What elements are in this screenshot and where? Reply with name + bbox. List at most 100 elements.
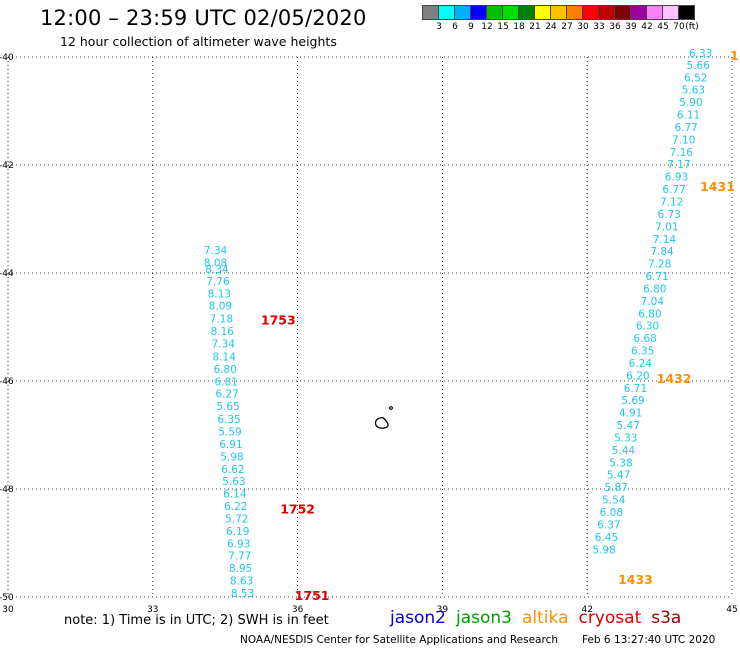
swh-value: 5.66 <box>687 60 711 72</box>
pass-time-label: 1753 <box>261 313 296 328</box>
axis-ticks: 30 33 36 39 42 45 -40 -42 -44 -46 -48 -50 <box>0 53 738 615</box>
swh-value: 6.27 <box>215 389 238 401</box>
legend-label: 6 <box>452 22 458 32</box>
swh-value: 6.52 <box>684 72 707 84</box>
swh-value: 7.28 <box>648 259 671 271</box>
satellite-name: altika <box>522 608 569 628</box>
swh-value: 6.71 <box>624 383 647 395</box>
swh-value: 6.62 <box>221 464 244 476</box>
legend-label: 45 <box>657 22 669 32</box>
swh-value: 6.73 <box>658 209 681 221</box>
pass-time-label: 1751 <box>295 588 330 603</box>
legend-label: 39 <box>625 22 637 32</box>
track-east: 6.335.666.525.635.906.116.777.107.167.17… <box>592 48 712 556</box>
swh-value: 5.63 <box>222 476 245 488</box>
swh-value: 6.93 <box>227 538 250 550</box>
x-tick-label: 39 <box>437 605 449 615</box>
swh-value: 5.44 <box>612 445 636 457</box>
x-tick-label: 42 <box>581 605 592 615</box>
pass-time-label: 1432 <box>657 371 692 386</box>
swh-value: 5.54 <box>602 495 626 507</box>
satellite-name: s3a <box>651 608 682 628</box>
island-outline <box>374 406 393 429</box>
color-legend <box>422 5 695 20</box>
swh-value: 5.33 <box>614 432 637 444</box>
swh-value: 5.38 <box>609 457 632 469</box>
island-large-outline <box>374 416 389 429</box>
swh-value: 7.77 <box>228 551 251 563</box>
swh-value: 7.01 <box>655 221 678 233</box>
legend-label: (ft) <box>685 22 699 32</box>
pass-time-label: 1752 <box>280 502 315 517</box>
swh-value: 6.14 <box>223 489 247 501</box>
satellite-legend: jason2 jason3 altika cryosat s3a <box>390 608 691 628</box>
y-tick-label: -42 <box>0 161 14 171</box>
swh-value: 8.34 <box>205 264 229 276</box>
swh-value: 6.35 <box>217 414 240 426</box>
y-tick-label: -46 <box>0 377 14 387</box>
credit-date: Feb 6 13:27:40 UTC 2020 <box>582 634 716 646</box>
swh-value: 6.30 <box>636 321 659 333</box>
swh-value: 6.08 <box>600 507 623 519</box>
color-legend-labels: 3 6 9 12 15 18 21 24 27 30 33 36 39 42 45 70 (ft) <box>422 22 740 34</box>
swh-value: 7.34 <box>204 245 228 257</box>
legend-label: 27 <box>561 22 573 32</box>
swh-value: 7.16 <box>670 147 694 159</box>
swh-value: 6.91 <box>219 439 242 451</box>
legend-label: 21 <box>529 22 541 32</box>
grid-lines <box>7 56 733 598</box>
swh-value: 7.14 <box>653 234 677 246</box>
x-tick-label: 36 <box>292 605 304 615</box>
footer-note: note: 1) Time is in UTC; 2) SWH is in fe… <box>64 613 329 628</box>
swh-value: 5.90 <box>679 97 702 109</box>
swh-value: 7.04 <box>641 296 665 308</box>
swh-value: 6.19 <box>226 526 249 538</box>
swh-value: 8.14 <box>213 351 237 363</box>
x-tick-label: 30 <box>2 605 14 615</box>
swh-value: 6.71 <box>645 271 668 283</box>
swh-value: 6.22 <box>224 501 247 513</box>
swh-value: 6.20 <box>626 370 649 382</box>
legend-label: 15 <box>497 22 509 32</box>
legend-label: 30 <box>577 22 589 32</box>
legend-label: 42 <box>641 22 653 32</box>
swh-value: 6.81 <box>214 376 237 388</box>
legend-label: 18 <box>513 22 525 32</box>
swh-value: 6.80 <box>643 283 666 295</box>
island-small-outline <box>389 406 393 410</box>
legend-label: 3 <box>436 22 442 32</box>
x-tick-label: 45 <box>726 605 737 615</box>
swh-value: 5.98 <box>592 544 615 556</box>
legend-label: 70 <box>673 22 685 32</box>
y-tick-label: -48 <box>0 485 14 495</box>
swh-value: 6.33 <box>689 48 712 60</box>
satellite-name: jason3 <box>456 608 512 628</box>
swh-value: 6.35 <box>631 346 654 358</box>
pass-time-label: 1 <box>730 48 739 63</box>
swh-value: 7.84 <box>650 246 674 258</box>
y-tick-label: -44 <box>0 269 14 279</box>
swh-value: 5.59 <box>218 427 241 439</box>
swh-value: 7.12 <box>660 197 683 209</box>
pass-time-labels: 1753 1752 1751 1 1431 1432 1433 <box>261 48 739 603</box>
swh-value: 5.65 <box>216 401 239 413</box>
swh-value: 7.76 <box>206 276 230 288</box>
swh-value: 6.11 <box>677 110 700 122</box>
pass-time-label: 1431 <box>700 179 735 194</box>
swh-value: 8.13 <box>208 288 231 300</box>
legend-label: 36 <box>609 22 621 32</box>
page-title: 12:00 – 23:59 UTC 02/05/2020 <box>40 6 367 30</box>
y-tick-label: -50 <box>0 593 14 603</box>
legend-swatch <box>678 5 695 20</box>
swh-value: 5.69 <box>621 395 644 407</box>
swh-value: 8.09 <box>209 301 232 313</box>
swh-value: 6.93 <box>665 172 688 184</box>
swh-value: 8.95 <box>229 563 252 575</box>
swh-value: 8.08 <box>204 258 227 270</box>
swh-value: 8.63 <box>230 576 253 588</box>
legend-label: 9 <box>468 22 474 32</box>
swh-value: 5.47 <box>607 470 630 482</box>
swh-value: 5.72 <box>225 513 248 525</box>
swh-value: 6.24 <box>629 358 653 370</box>
